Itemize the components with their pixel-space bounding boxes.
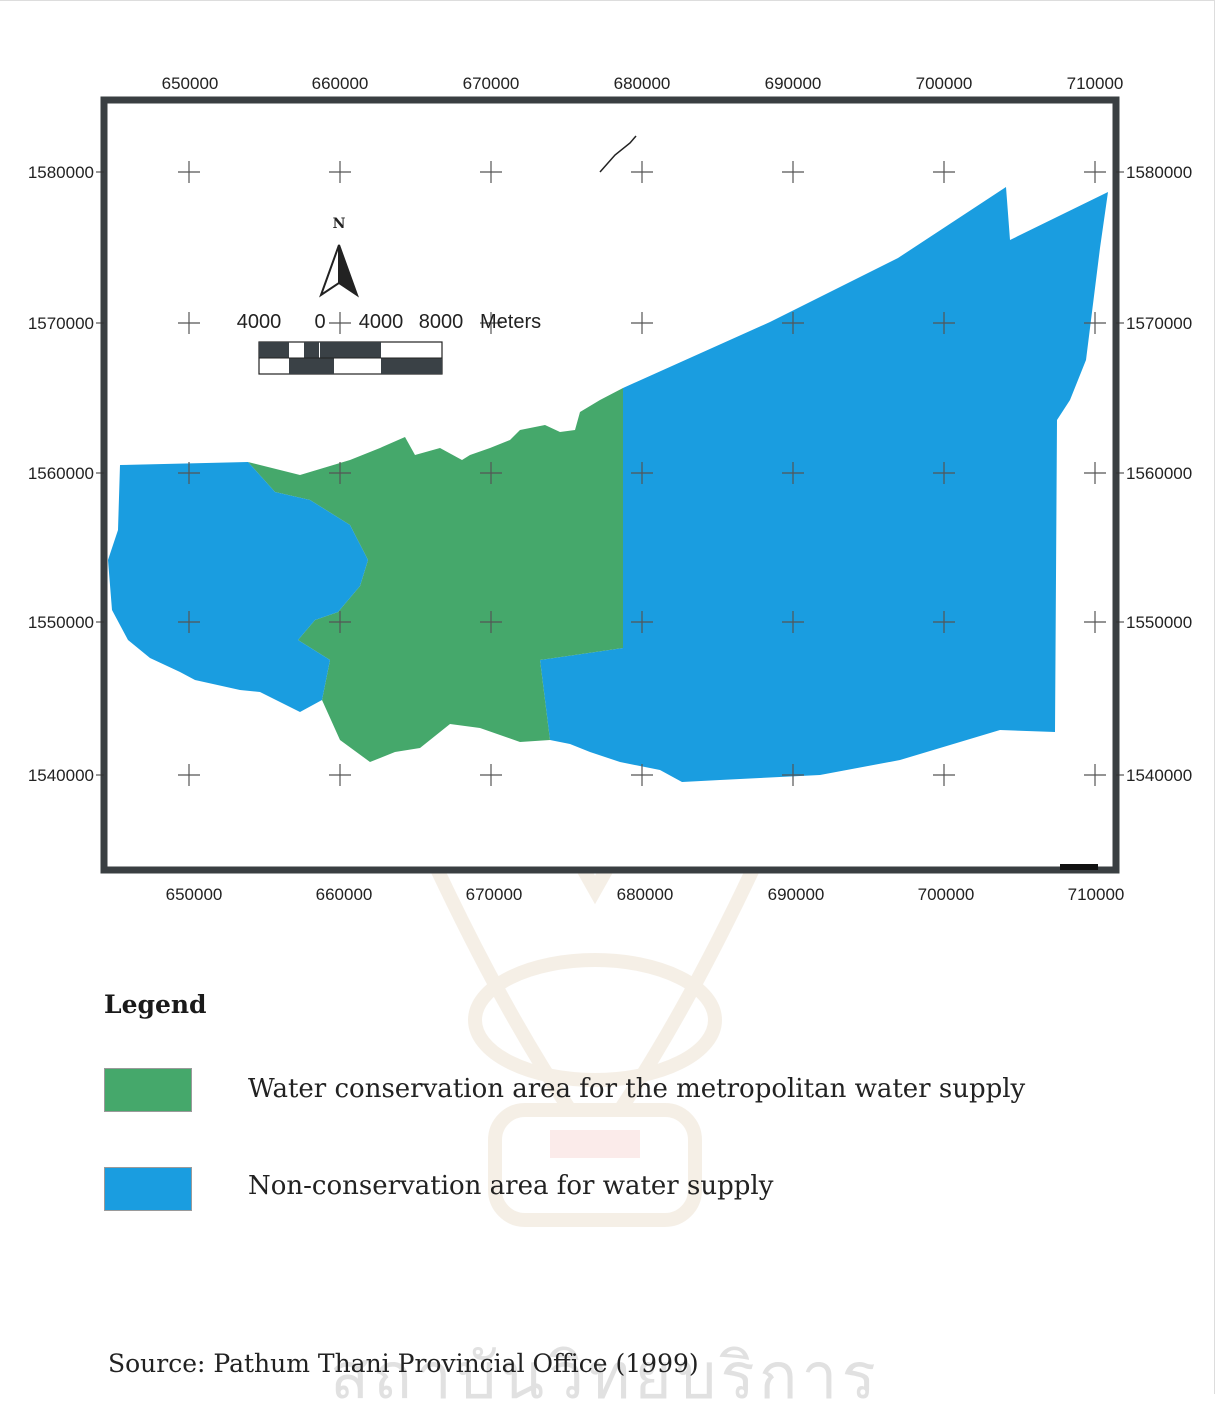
scale-label: 8000 [419,311,464,333]
non-conservation-area-west [108,462,368,712]
frame-corner-mark [1060,864,1098,870]
y-tick-left: 1580000 [28,163,94,182]
x-tick-bottom: 710000 [1068,885,1125,904]
legend-label-non-conservation: Non-conservation area for water supply [248,1171,774,1201]
legend-label-conservation: Water conservation area for the metropol… [248,1074,1026,1104]
legend-swatch-conservation [104,1068,192,1112]
scale-units: Meters [480,311,541,333]
legend-title: Legend [104,990,207,1019]
x-tick-top: 690000 [765,74,822,93]
y-tick-right: 1570000 [1126,314,1192,333]
x-tick-bottom: 650000 [166,885,223,904]
x-tick-top: 660000 [312,74,369,93]
y-tick-right: 1540000 [1126,766,1192,785]
north-label: N [333,216,346,232]
x-tick-bottom: 660000 [316,885,373,904]
x-tick-top: 680000 [614,74,671,93]
x-tick-top: 710000 [1067,74,1124,93]
y-tick-left: 1570000 [28,314,94,333]
y-tick-right: 1580000 [1126,163,1192,182]
y-tick-right: 1560000 [1126,464,1192,483]
scale-bar: 4000 0 4000 8000 Meters [237,311,541,375]
x-tick-bottom: 680000 [617,885,674,904]
x-tick-top: 650000 [162,74,219,93]
graticule-crosses [178,161,1106,786]
x-tick-bottom: 700000 [918,885,975,904]
river-line [599,135,637,173]
y-axis-left: 1580000 1570000 1560000 1550000 1540000 [28,163,104,785]
legend-swatch-non-conservation [104,1167,192,1211]
conservation-area [248,388,623,762]
x-axis-top: 650000 660000 670000 680000 690000 70000… [162,74,1124,93]
map-frame [100,96,1120,874]
x-tick-bottom: 690000 [768,885,825,904]
y-tick-left: 1560000 [28,464,94,483]
x-tick-top: 670000 [463,74,520,93]
north-arrow-icon: N [319,216,359,298]
scale-label: 4000 [237,311,282,333]
map-figure: 650000 660000 670000 680000 690000 70000… [28,74,1192,904]
x-tick-top: 700000 [916,74,973,93]
x-axis-bottom: 650000 660000 670000 680000 690000 70000… [166,885,1125,904]
x-tick-bottom: 670000 [466,885,523,904]
scale-label: 4000 [359,311,404,333]
source-citation: Source: Pathum Thani Provincial Office (… [108,1349,699,1378]
y-tick-left: 1550000 [28,613,94,632]
y-axis-right: 1580000 1570000 1560000 1550000 1540000 [1116,163,1192,785]
y-tick-right: 1550000 [1126,613,1192,632]
scale-label: 0 [314,311,325,333]
non-conservation-area-east [540,187,1108,782]
y-tick-left: 1540000 [28,766,94,785]
